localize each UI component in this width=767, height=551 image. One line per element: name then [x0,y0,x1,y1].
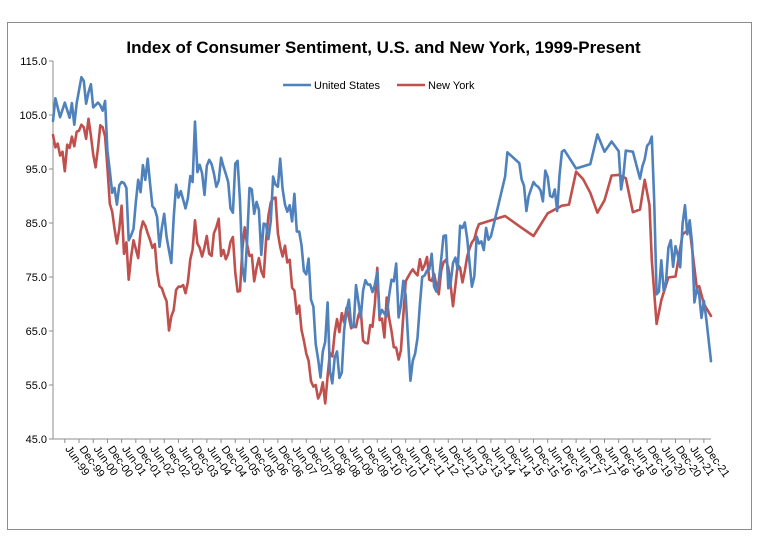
y-tick-label: 45.0 [26,434,47,446]
series-line-united-states [51,75,713,385]
y-tick-label: 115.0 [20,56,47,68]
series-layer [51,75,713,405]
y-tick-label: 105.0 [19,110,47,122]
y-tick-label: 85.0 [26,218,47,230]
legend-label: United States [314,80,381,92]
chart-title: Index of Consumer Sentiment, U.S. and Ne… [126,38,641,57]
axes: 115.0105.095.085.075.065.055.045.0Jun-99… [19,56,731,480]
y-tick-label: 65.0 [26,326,47,338]
legend-label: New York [428,80,475,92]
series-line-new-york [51,117,713,405]
chart-frame [7,22,752,530]
y-tick-label: 95.0 [26,164,47,176]
legend: United States New York [283,80,475,92]
y-tick-label: 75.0 [26,272,47,284]
y-tick-label: 55.0 [26,380,47,392]
